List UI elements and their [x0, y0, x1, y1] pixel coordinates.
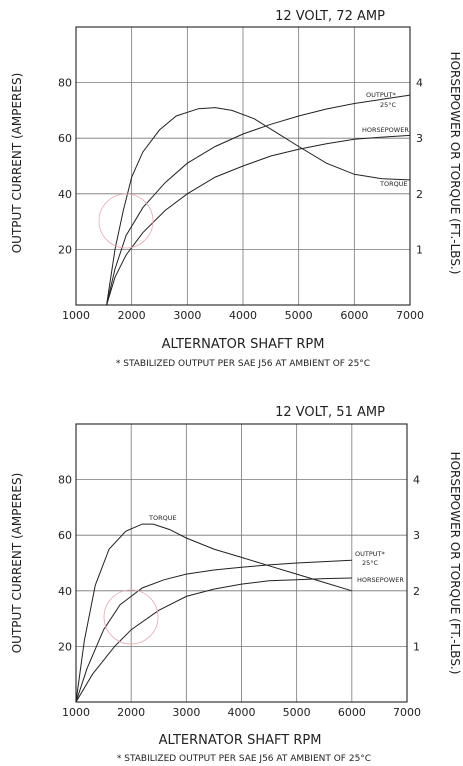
plot-frame	[75, 26, 411, 306]
output-curve-label: OUTPUT*	[355, 550, 385, 558]
right-y-tick-label: 1	[416, 243, 423, 256]
right-y-tick-label: 4	[416, 77, 423, 90]
output-curve	[75, 559, 352, 703]
x-tick-label: 1000	[62, 706, 90, 719]
right-y-tick-label: 2	[416, 188, 423, 201]
series-curves	[106, 94, 411, 306]
highlight-circle	[98, 193, 154, 249]
right-y-tick-label: 1	[413, 640, 420, 653]
footnote: * STABILIZED OUTPUT PER SAE J56 AT AMBIE…	[116, 359, 370, 369]
x-tick-label: 7000	[396, 309, 424, 322]
left-y-tick-label: 60	[58, 529, 72, 542]
left-y-tick-label: 80	[58, 474, 72, 487]
horsepower-curve	[106, 134, 411, 306]
torque-curve	[106, 107, 411, 306]
torque-curve-label: TORQUE	[148, 514, 177, 522]
right-y-tick-label: 4	[413, 474, 420, 487]
x-tick-label: 2000	[117, 706, 145, 719]
x-tick-label: 2000	[118, 309, 146, 322]
chart-title: 12 VOLT, 51 AMP	[275, 405, 385, 420]
right-axis-label: HORSEPOWER OR TORQUE (FT.-LBS.)	[448, 452, 462, 675]
right-y-tick-label: 2	[413, 585, 420, 598]
right-y-tick-label: 3	[413, 529, 420, 542]
x-axis-label: ALTERNATOR SHAFT RPM	[162, 337, 325, 352]
x-tick-label: 5000	[285, 309, 313, 322]
left-axis-label: OUTPUT CURRENT (AMPERES)	[10, 73, 24, 254]
x-tick-label: 6000	[338, 706, 366, 719]
right-axis-label: HORSEPOWER OR TORQUE (FT.-LBS.)	[448, 52, 462, 275]
left-y-tick-label: 20	[58, 640, 72, 653]
left-y-tick-label: 40	[58, 585, 72, 598]
chart-72-amp: 12 VOLT, 72 AMP OUTPUT CURRENT (AMPERES)…	[10, 9, 462, 369]
x-axis-label: ALTERNATOR SHAFT RPM	[159, 733, 322, 748]
x-tick-label: 4000	[229, 309, 257, 322]
horsepower-curve	[75, 577, 352, 703]
left-y-tick-label: 80	[58, 77, 72, 90]
series-curves	[75, 523, 352, 703]
x-tick-label: 3000	[172, 706, 200, 719]
x-tick-label: 7000	[393, 706, 421, 719]
right-y-tick-label: 3	[416, 132, 423, 145]
x-tick-label: 4000	[228, 706, 256, 719]
x-tick-label: 3000	[173, 309, 201, 322]
chart-title: 12 VOLT, 72 AMP	[275, 9, 385, 24]
footnote: * STABILIZED OUTPUT PER SAE J56 AT AMBIE…	[117, 754, 371, 764]
output-temp-label: 25°C	[362, 559, 379, 567]
tick-labels: 1000 2000 3000 4000 5000 6000 7000 20 40 60 80 1 2 3 4	[58, 474, 421, 719]
horsepower-curve-label: HORSEPOWER	[357, 576, 404, 584]
output-curve-label: OUTPUT*	[366, 91, 396, 99]
plot-frame	[75, 423, 408, 703]
torque-curve-label: TORQUE	[379, 180, 408, 188]
left-y-tick-label: 60	[58, 132, 72, 145]
horsepower-curve-label: HORSEPOWER	[362, 126, 409, 134]
x-tick-label: 5000	[283, 706, 311, 719]
output-temp-label: 25°C	[380, 101, 397, 109]
x-tick-label: 1000	[62, 309, 90, 322]
output-curve	[106, 94, 411, 306]
torque-curve	[75, 523, 352, 703]
left-y-tick-label: 20	[58, 243, 72, 256]
left-y-tick-label: 40	[58, 188, 72, 201]
tick-labels: 1000 2000 3000 4000 5000 6000 7000 20 40 60 80 1 2 3 4	[58, 77, 424, 322]
highlight-circle	[103, 589, 159, 645]
grid-lines	[75, 424, 408, 702]
x-tick-label: 6000	[340, 309, 368, 322]
left-axis-label: OUTPUT CURRENT (AMPERES)	[10, 473, 24, 654]
chart-51-amp: 12 VOLT, 51 AMP OUTPUT CURRENT (AMPERES)…	[10, 405, 462, 764]
